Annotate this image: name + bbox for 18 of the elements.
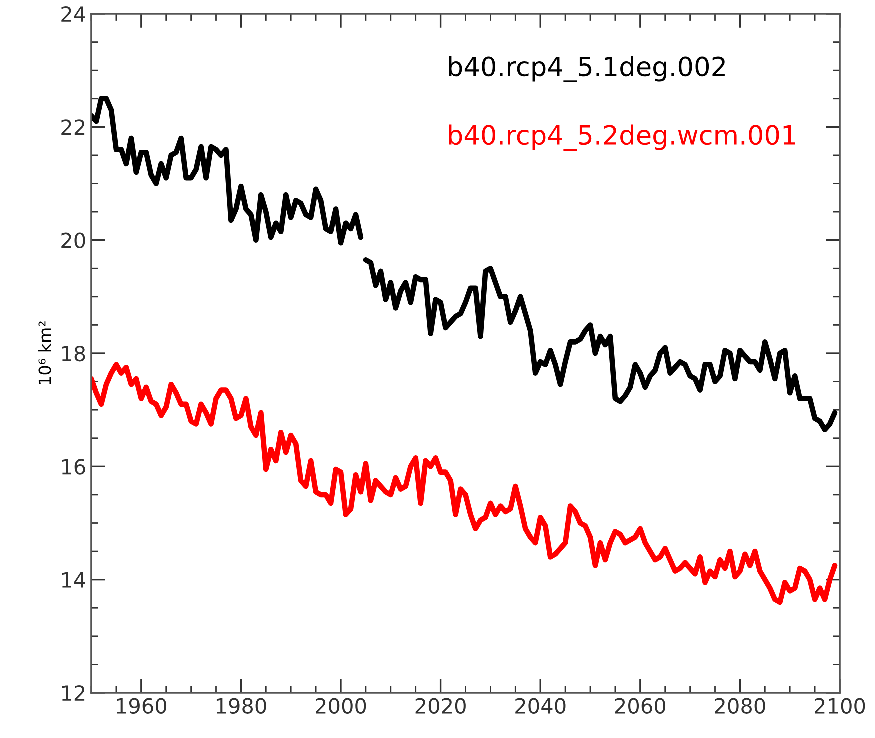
- x-tick-label: 2080: [715, 698, 766, 714]
- x-tick-label: 2100: [815, 698, 866, 714]
- x-tick-label: 2000: [316, 698, 366, 714]
- y-tick-label: 20: [62, 232, 86, 249]
- y-tick-label: 16: [62, 459, 86, 475]
- x-tick-label: 2040: [516, 698, 566, 714]
- y-tick-label: 24: [62, 6, 86, 22]
- text: b40.rcp4_5.2deg.wcm.001: [449, 124, 796, 151]
- y-tick-label: 18: [62, 346, 86, 362]
- y-tick-label: 12: [62, 685, 85, 701]
- x-tick-label: 2060: [615, 698, 666, 714]
- y-tick-label: 14: [62, 572, 86, 588]
- y-tick-label: 22: [62, 120, 85, 136]
- x-tick-label: 2020: [416, 698, 466, 714]
- y-axis-title: 10⁶ km²: [38, 322, 52, 385]
- text: b40.rcp4_5.1deg.002: [449, 56, 725, 82]
- x-tick-label: 1960: [117, 698, 167, 714]
- x-tick-label: 1980: [216, 698, 266, 714]
